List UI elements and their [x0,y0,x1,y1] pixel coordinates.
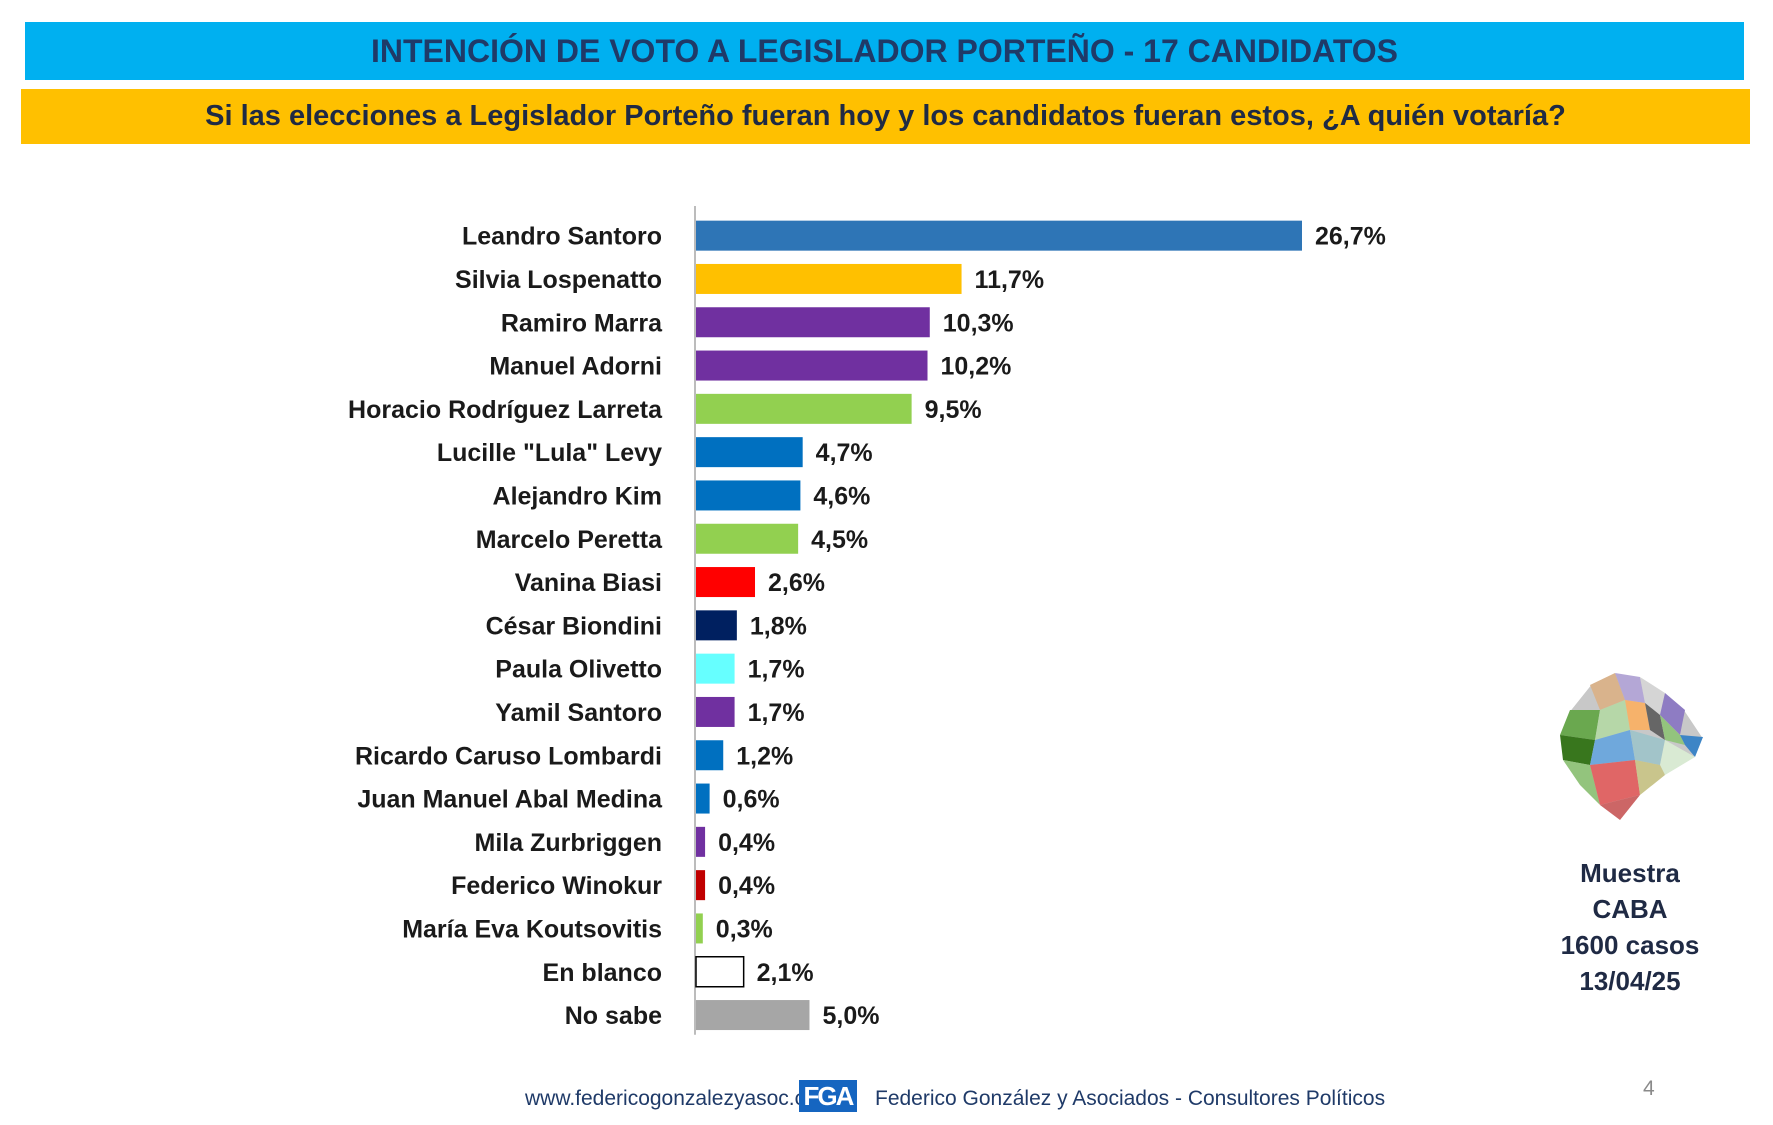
bar [696,307,930,338]
bar [696,1000,810,1031]
category-label: Ricardo Caruso Lombardi [355,742,662,770]
sample-location: CABA [1592,894,1668,924]
category-label: Alejandro Kim [493,482,662,510]
data-label: 10,2% [941,353,1012,381]
data-label: 9,5% [925,396,982,424]
category-label: Horacio Rodríguez Larreta [348,396,663,424]
bar [696,437,803,468]
sample-date: 13/04/25 [1579,966,1681,996]
title-banner: INTENCIÓN DE VOTO A LEGISLADOR PORTEÑO -… [25,22,1744,80]
data-label: 0,6% [723,786,780,814]
bar [696,523,799,554]
category-label: Manuel Adorni [489,353,662,381]
data-label: 5,0% [822,1002,879,1030]
bar [696,826,706,857]
data-label: 1,8% [750,612,807,640]
category-label: Juan Manuel Abal Medina [357,786,663,814]
category-label: César Biondini [486,612,662,640]
category-label: Vanina Biasi [515,569,662,597]
bar [696,350,928,381]
category-label: Yamil Santoro [495,699,662,727]
data-label: 0,4% [718,829,775,857]
category-label: Lucille "Lula" Levy [437,439,662,467]
bar [696,567,756,598]
category-label: María Eva Koutsovitis [402,915,662,943]
question-banner: Si las elecciones a Legislador Porteño f… [21,89,1750,144]
data-label: 0,4% [718,872,775,900]
bar [696,263,962,294]
bar [696,653,735,684]
data-label: 1,2% [736,742,793,770]
bar [696,913,703,944]
bar [696,783,710,814]
category-label: Mila Zurbriggen [475,829,663,857]
fga-logo: FGA [799,1080,857,1112]
bar [696,610,737,641]
data-label: 1,7% [748,699,805,727]
survey-question: Si las elecciones a Legislador Porteño f… [205,100,1566,132]
bar [696,220,1302,251]
data-label: 11,7% [975,266,1045,294]
sample-info: Muestra CABA 1600 casos 13/04/25 [1540,855,1720,999]
category-label: Marcelo Peretta [476,526,663,554]
sample-size: 1600 casos [1560,930,1700,960]
data-label: 2,1% [757,959,814,987]
bar [696,393,912,424]
bar [696,740,724,771]
data-label: 0,3% [716,915,773,943]
page-number: 4 [1643,1077,1655,1100]
category-label: Paula Olivetto [495,656,662,684]
data-label: 4,7% [816,439,873,467]
bar [696,870,706,901]
category-label: En blanco [543,959,662,987]
sample-label: Muestra [1580,858,1680,888]
footer-website-link[interactable]: www.federicogonzalezyasoc.com [525,1087,835,1110]
page-title: INTENCIÓN DE VOTO A LEGISLADOR PORTEÑO -… [370,32,1399,69]
bar [696,480,801,511]
caba-map-icon [1558,671,1705,822]
data-label: 26,7% [1315,223,1386,251]
category-label: Ramiro Marra [501,309,663,337]
data-label: 1,7% [748,656,805,684]
bar [695,956,745,988]
data-label: 4,6% [813,482,870,510]
bar-chart: Leandro Santoro 26,7% Silvia Lospenatto 11,… [348,206,1386,1035]
footer-company-name: Federico González y Asociados - Consulto… [875,1087,1386,1110]
bar [696,696,735,727]
category-label: Silvia Lospenatto [455,266,662,294]
data-label: 2,6% [768,569,825,597]
data-label: 10,3% [943,309,1014,337]
data-label: 4,5% [811,526,868,554]
category-label: Leandro Santoro [462,223,662,251]
category-label: No sabe [565,1002,662,1030]
category-label: Federico Winokur [451,872,662,900]
